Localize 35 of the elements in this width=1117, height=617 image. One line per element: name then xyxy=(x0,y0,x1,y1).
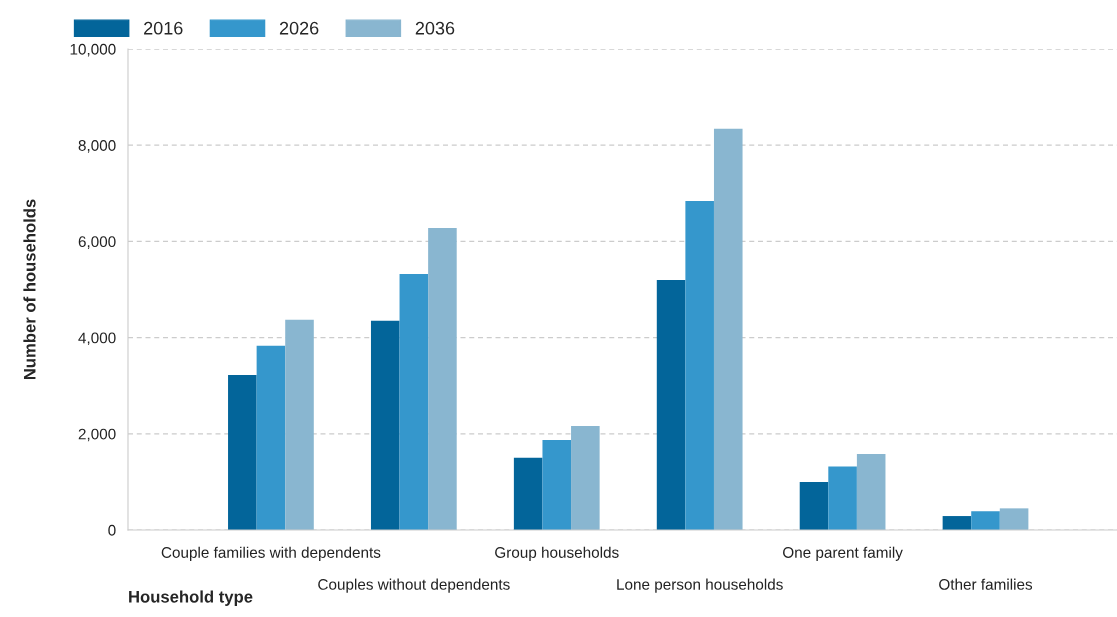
x-tick-label: Other families xyxy=(939,578,1033,590)
x-tick-label: Lone person households xyxy=(617,578,783,593)
x-axis-title: Household type xyxy=(129,590,253,606)
bar xyxy=(513,457,543,530)
bar xyxy=(971,511,1000,530)
y-tick-label: 2,000 xyxy=(78,428,116,442)
y-tick-label: 0 xyxy=(108,524,116,536)
y-tick-label: 4,000 xyxy=(78,332,116,346)
bar xyxy=(428,227,457,530)
x-tick-label: Couple families with dependents xyxy=(161,546,381,561)
bar xyxy=(256,345,286,530)
bar xyxy=(713,128,743,530)
bar xyxy=(571,426,600,530)
bar xyxy=(828,466,857,530)
bar xyxy=(399,274,429,530)
bar xyxy=(942,516,972,530)
x-tick-label: Group households xyxy=(495,546,619,561)
x-tick-label: One parent family xyxy=(783,546,903,561)
bar xyxy=(799,481,829,530)
bar xyxy=(999,508,1029,530)
bar xyxy=(285,319,314,530)
y-tick-label: 6,000 xyxy=(78,236,116,249)
y-axis-title: Number of households xyxy=(23,199,36,380)
bar xyxy=(856,454,886,530)
bar xyxy=(656,279,686,530)
bar xyxy=(542,440,572,530)
legend-label: 2016 xyxy=(144,21,183,35)
legend-label: 2036 xyxy=(415,21,455,35)
y-tick-label: 10,000 xyxy=(70,43,116,57)
bar xyxy=(228,375,257,530)
bar xyxy=(370,320,400,530)
x-tick-label: Couples without dependents xyxy=(318,578,510,593)
legend-label: 2026 xyxy=(279,21,319,35)
y-tick-label: 8,000 xyxy=(78,140,116,153)
bar xyxy=(685,201,714,530)
